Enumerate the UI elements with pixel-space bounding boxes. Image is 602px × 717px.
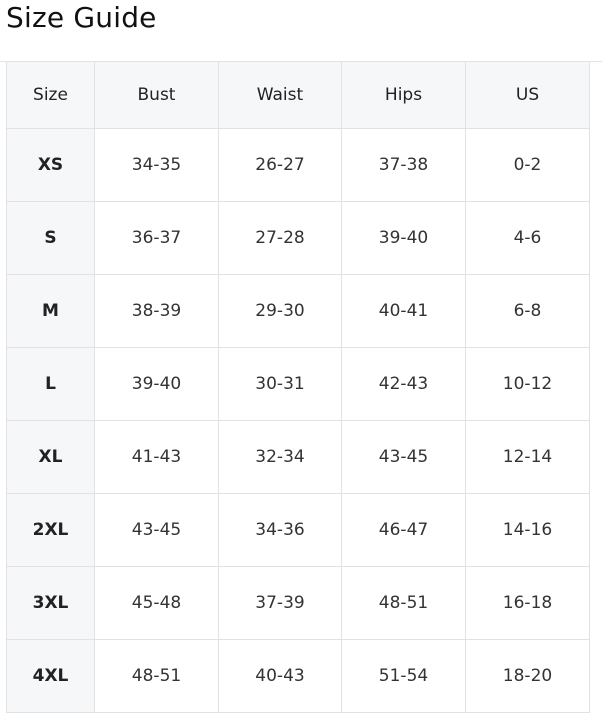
header-us: US — [465, 61, 590, 129]
cell-waist: 34-36 — [218, 493, 342, 567]
cell-waist: 26-27 — [218, 128, 342, 202]
cell-us: 0-2 — [465, 128, 590, 202]
table-row: S 36-37 27-28 39-40 4-6 — [6, 201, 590, 275]
table-row: 4XL 48-51 40-43 51-54 18-20 — [6, 639, 590, 713]
cell-size: S — [6, 201, 95, 275]
cell-us: 4-6 — [465, 201, 590, 275]
cell-us: 14-16 — [465, 493, 590, 567]
cell-hips: 51-54 — [341, 639, 466, 713]
cell-size: L — [6, 347, 95, 421]
table-row: L 39-40 30-31 42-43 10-12 — [6, 347, 590, 421]
cell-bust: 39-40 — [94, 347, 219, 421]
cell-us: 10-12 — [465, 347, 590, 421]
cell-us: 16-18 — [465, 566, 590, 640]
table-row: XL 41-43 32-34 43-45 12-14 — [6, 420, 590, 494]
cell-hips: 39-40 — [341, 201, 466, 275]
cell-bust: 41-43 — [94, 420, 219, 494]
cell-waist: 40-43 — [218, 639, 342, 713]
cell-bust: 34-35 — [94, 128, 219, 202]
page-title: Size Guide — [6, 1, 157, 34]
header-bust: Bust — [94, 61, 219, 129]
cell-bust: 43-45 — [94, 493, 219, 567]
cell-hips: 40-41 — [341, 274, 466, 348]
cell-bust: 45-48 — [94, 566, 219, 640]
cell-size: 3XL — [6, 566, 95, 640]
cell-hips: 42-43 — [341, 347, 466, 421]
cell-bust: 36-37 — [94, 201, 219, 275]
cell-us: 18-20 — [465, 639, 590, 713]
cell-hips: 48-51 — [341, 566, 466, 640]
cell-hips: 43-45 — [341, 420, 466, 494]
cell-waist: 27-28 — [218, 201, 342, 275]
cell-bust: 48-51 — [94, 639, 219, 713]
header-waist: Waist — [218, 61, 342, 129]
cell-size: 4XL — [6, 639, 95, 713]
cell-us: 6-8 — [465, 274, 590, 348]
cell-hips: 37-38 — [341, 128, 466, 202]
table-row: XS 34-35 26-27 37-38 0-2 — [6, 128, 590, 202]
cell-waist: 29-30 — [218, 274, 342, 348]
cell-hips: 46-47 — [341, 493, 466, 567]
cell-bust: 38-39 — [94, 274, 219, 348]
cell-size: XS — [6, 128, 95, 202]
header-size: Size — [6, 61, 95, 129]
table-row: 3XL 45-48 37-39 48-51 16-18 — [6, 566, 590, 640]
cell-waist: 32-34 — [218, 420, 342, 494]
size-guide-table: Size Bust Waist Hips US XS 34-35 26-27 37-3… — [6, 61, 590, 713]
header-hips: Hips — [341, 61, 466, 129]
cell-waist: 30-31 — [218, 347, 342, 421]
cell-waist: 37-39 — [218, 566, 342, 640]
cell-us: 12-14 — [465, 420, 590, 494]
table-row: 2XL 43-45 34-36 46-47 14-16 — [6, 493, 590, 567]
table-header-row: Size Bust Waist Hips US — [6, 61, 590, 129]
cell-size: M — [6, 274, 95, 348]
table-row: M 38-39 29-30 40-41 6-8 — [6, 274, 590, 348]
cell-size: XL — [6, 420, 95, 494]
cell-size: 2XL — [6, 493, 95, 567]
